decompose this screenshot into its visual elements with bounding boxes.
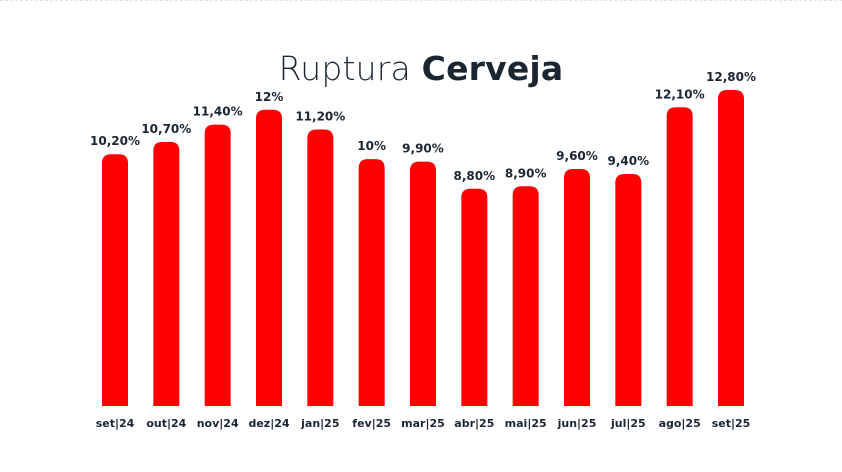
x-tick-label: jul|25 (610, 417, 646, 430)
bar-mai-25 (512, 186, 539, 406)
x-tick-label: out|24 (146, 417, 186, 430)
x-tick-label: dez|24 (248, 417, 289, 430)
data-label: 9,90% (402, 142, 444, 156)
data-label: 10% (357, 139, 386, 153)
x-tick-label: mar|25 (401, 417, 445, 430)
bar-jun-25 (564, 169, 590, 406)
bar-set-25 (718, 90, 744, 406)
bar-set-24 (102, 154, 128, 406)
bar-jul-25 (615, 173, 642, 406)
x-tick-label: jun|25 (557, 417, 597, 430)
data-label: 9,40% (608, 154, 650, 168)
data-label: 12,80% (706, 70, 756, 84)
data-label: 10,20% (90, 134, 140, 148)
top-divider (0, 0, 842, 1)
bar-out-24 (153, 141, 180, 406)
x-tick-label: nov|24 (197, 417, 239, 430)
bar-dez-24 (256, 109, 282, 406)
x-tick-label: jan|25 (300, 417, 339, 430)
chart-title: Ruptura Cerveja (0, 48, 842, 90)
chart-title-light: Ruptura (278, 49, 411, 88)
x-tick-label: ago|25 (659, 417, 701, 430)
x-tick-label: abr|25 (454, 417, 494, 430)
data-label: 11,20% (295, 110, 345, 124)
bar-abr-25 (461, 188, 488, 406)
bar-nov-24 (204, 124, 231, 406)
x-tick-label: fev|25 (352, 417, 391, 430)
data-label: 12% (255, 90, 284, 104)
x-tick-label: set|25 (712, 417, 751, 430)
bar-mar-25 (410, 161, 436, 406)
data-label: 8,90% (505, 166, 547, 180)
x-tick-label: set|24 (96, 417, 135, 430)
data-label: 12,10% (655, 87, 705, 101)
x-tick-label: mai|25 (505, 417, 547, 430)
data-label: 8,80% (454, 169, 496, 183)
data-label: 9,60% (556, 149, 598, 163)
bar-ago-25 (666, 107, 693, 406)
data-label: 11,40% (193, 105, 243, 119)
bar-jan-25 (307, 129, 334, 406)
data-label: 10,70% (141, 122, 191, 136)
chart-title-bold: Cerveja (421, 49, 564, 88)
bar-fev-25 (358, 159, 385, 406)
